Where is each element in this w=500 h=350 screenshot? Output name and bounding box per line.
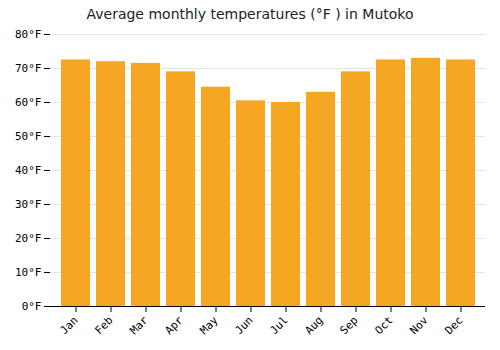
- svg-text:Jun: Jun: [232, 314, 255, 337]
- svg-text:Dec: Dec: [442, 314, 465, 337]
- svg-text:Apr: Apr: [162, 313, 186, 337]
- svg-text:Aug: Aug: [302, 314, 325, 337]
- svg-text:10°F: 10°F: [15, 266, 42, 279]
- svg-text:30°F: 30°F: [15, 198, 42, 211]
- svg-text:Feb: Feb: [92, 314, 115, 337]
- svg-text:50°F: 50°F: [15, 130, 42, 143]
- svg-text:May: May: [197, 313, 221, 337]
- html-text:Average monthly temperatures (: Average monthly temperatures (°F ) in Mu…: [86, 6, 414, 22]
- svg-text:Mar: Mar: [127, 313, 151, 337]
- svg-text:Oct: Oct: [372, 314, 395, 337]
- svg-text:Jan: Jan: [57, 314, 80, 337]
- svg-text:60°F: 60°F: [15, 96, 42, 109]
- svg-text:40°F: 40°F: [15, 164, 42, 177]
- svg-text:70°F: 70°F: [15, 62, 42, 75]
- svg-text:Sep: Sep: [337, 314, 360, 337]
- svg-text:Jul: Jul: [267, 314, 290, 337]
- svg-text:20°F: 20°F: [15, 232, 42, 245]
- svg-text:80°F: 80°F: [15, 28, 42, 41]
- svg-text:Nov: Nov: [407, 313, 431, 337]
- svg-text:0°F: 0°F: [22, 300, 42, 313]
